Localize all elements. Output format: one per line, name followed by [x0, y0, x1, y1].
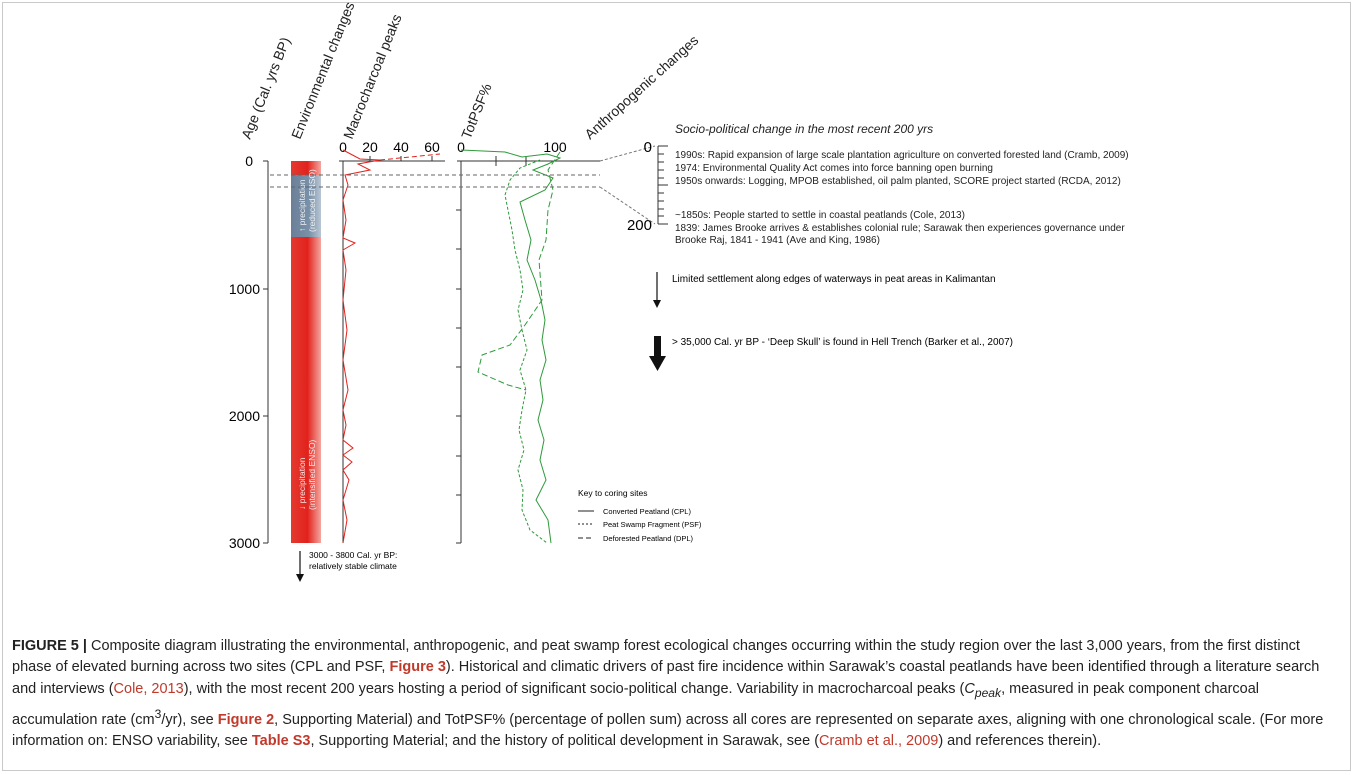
skull-arrow: [649, 336, 666, 371]
ref-table-s3[interactable]: Table S3: [251, 732, 311, 749]
totpsf-tick-100: 100: [543, 139, 567, 155]
ref-figure-3[interactable]: Figure 3: [389, 659, 446, 676]
macrocharcoal-curve: [342, 149, 441, 544]
cpeak-c: C: [964, 680, 975, 697]
caption-text-6: , Supporting Material) and TotPSF% (perc…: [12, 711, 1324, 749]
totpsf-tick-0: 0: [457, 139, 465, 155]
key-psf: Peat Swamp Fragment (PSF): [603, 520, 702, 529]
reduced-enso-band: [291, 175, 321, 237]
environmental-bar: ↑ precipitation(reduced ENSO) ↓ precipit…: [291, 161, 321, 543]
key-dpl: Deforested Peatland (DPL): [603, 534, 694, 543]
cm3-sup: 3: [154, 706, 162, 721]
event-1839-cont: Brooke Raj, 1841 - 1941 (Ave and King, 1…: [675, 235, 880, 246]
figure-label: FIGURE 5 |: [12, 638, 87, 654]
key-cpl: Converted Peatland (CPL): [603, 507, 691, 516]
totpsf-curves: [460, 149, 562, 544]
macro-tick-40: 40: [393, 139, 409, 155]
settlement-arrow: [653, 272, 661, 308]
macro-tick-20: 20: [362, 139, 378, 155]
connector-top: [599, 145, 656, 162]
caption-text-3: ), with the most recent 200 years hostin…: [183, 680, 965, 697]
figure-caption: FIGURE 5 | Composite diagram illustratin…: [12, 636, 1342, 752]
caption-text-2: ). Historical and climatic drivers of pa…: [12, 659, 1320, 697]
event-1974: 1974: Environmental Quality Act comes in…: [675, 163, 993, 174]
age-axis-header: Age (Cal. yrs BP): [238, 35, 293, 141]
age-tick-3000: 3000: [229, 535, 260, 551]
age-tick-2000: 2000: [229, 408, 260, 424]
cite-cole-2013[interactable]: Cole, 2013: [113, 680, 184, 697]
composite-diagram: Age (Cal. yrs BP) Environmental changes …: [229, 0, 1129, 582]
caption-text-7: , Supporting Material; and the history o…: [310, 732, 820, 749]
caption-text-5: /yr), see: [161, 711, 218, 728]
key-title: Key to coring sites: [578, 488, 647, 498]
macro-tick-0: 0: [339, 139, 347, 155]
event-1850s: ~1850s: People started to settle in coas…: [675, 210, 965, 221]
bottom-arrow: [296, 551, 304, 582]
totpsf-header: TotPSF%: [458, 81, 495, 141]
connector-bottom: [599, 186, 656, 225]
caption-text-8: ) and references therein).: [938, 732, 1102, 749]
macro-tick-60: 60: [424, 139, 440, 155]
socio-events: 1990s: Rapid expansion of large scale pl…: [675, 150, 1129, 246]
age-axis: 0 1000 2000 3000: [229, 153, 269, 551]
settlement-note: Limited settlement along edges of waterw…: [672, 274, 996, 285]
coring-key: Key to coring sites Converted Peatland (…: [578, 488, 702, 543]
ref-figure-2[interactable]: Figure 2: [217, 711, 275, 728]
bottom-note-1: 3000 - 3800 Cal. yr BP:: [309, 550, 397, 560]
bottom-note-2: relatively stable climate: [309, 561, 397, 571]
socio-scale-0: 0: [644, 139, 652, 156]
reduced-enso-text: ↑ precipitation(reduced ENSO): [297, 169, 317, 232]
skull-note: > 35,000 Cal. yr BP - ‘Deep Skull’ is fo…: [672, 337, 1013, 348]
socio-scale: 0 200: [627, 139, 668, 234]
event-1839: 1839: James Brooke arrives & establishes…: [675, 223, 1125, 234]
macrocharcoal-header: Macrocharcoal peaks: [340, 12, 405, 141]
cpeak-sub: peak: [974, 685, 1002, 700]
cpl-line: [460, 149, 562, 544]
macrocharcoal-axis: 0 20 40 60: [339, 139, 445, 543]
totpsf-axis: 0 100: [456, 139, 600, 544]
socio-scale-200: 200: [627, 217, 652, 234]
age-tick-1000: 1000: [229, 281, 260, 297]
dpl-line: [477, 151, 561, 391]
socio-title: Socio-political change in the most recen…: [675, 122, 933, 136]
event-1950s: 1950s onwards: Logging, MPOB established…: [675, 176, 1121, 187]
age-tick-0: 0: [245, 153, 253, 169]
cite-cramb-2009[interactable]: Cramb et al., 2009: [819, 732, 939, 749]
event-1990s: 1990s: Rapid expansion of large scale pl…: [675, 150, 1129, 161]
caption-text-1: Composite diagram illustrating the envir…: [12, 638, 1300, 676]
intensified-enso-band: [291, 237, 321, 543]
caption-text-4: , measured in peak component charcoal ac…: [12, 680, 1260, 728]
psf-line: [504, 159, 548, 544]
intensified-enso-text: ↓ precipitation(intensified ENSO): [297, 439, 317, 510]
